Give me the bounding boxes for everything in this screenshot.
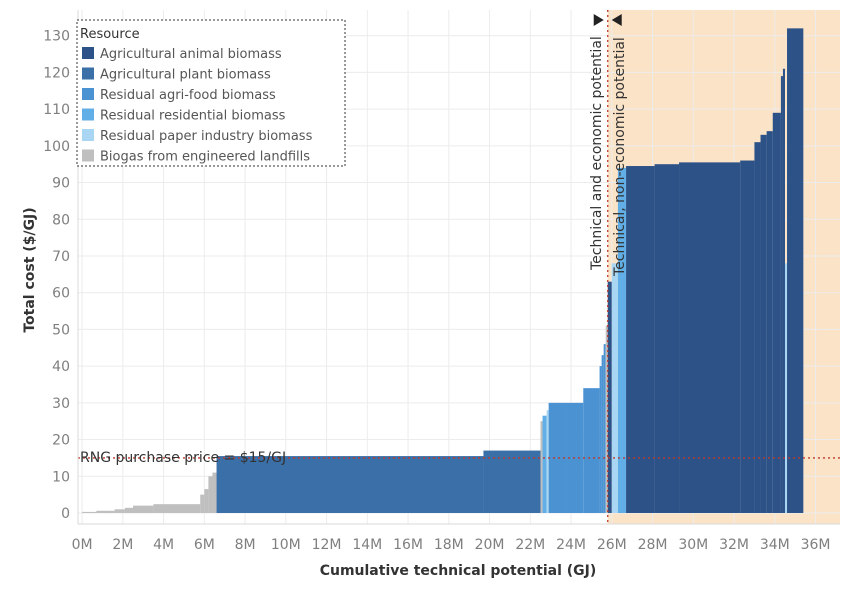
reference-line-layer bbox=[78, 10, 840, 524]
legend-entry-label: Agricultural plant biomass bbox=[100, 68, 271, 83]
cost-bar bbox=[772, 112, 781, 513]
legend-swatch bbox=[82, 149, 94, 162]
x-tick-label: 16M bbox=[393, 537, 423, 553]
cost-bar bbox=[566, 402, 584, 513]
x-tick-label: 26M bbox=[597, 537, 627, 553]
y-tick-label: 40 bbox=[52, 359, 70, 375]
cost-bar bbox=[212, 472, 217, 513]
cost-bar bbox=[200, 494, 205, 513]
cost-bar bbox=[153, 504, 201, 513]
y-tick-label: 30 bbox=[52, 396, 70, 412]
cost-bar bbox=[583, 388, 600, 513]
legend-swatch bbox=[82, 108, 94, 121]
cost-bar bbox=[782, 68, 785, 513]
cost-bar bbox=[548, 402, 567, 513]
cost-bar bbox=[605, 325, 608, 513]
cost-bar bbox=[114, 509, 125, 513]
cost-bar bbox=[740, 160, 755, 513]
legend-swatch bbox=[82, 129, 94, 141]
cost-bar bbox=[546, 410, 549, 513]
x-tick-label: 2M bbox=[112, 537, 133, 553]
y-axis-title: Total cost ($/GJ) bbox=[22, 207, 38, 332]
y-tick-label: 0 bbox=[61, 506, 70, 522]
x-tick-label: 4M bbox=[153, 537, 174, 553]
cost-bar bbox=[760, 134, 767, 513]
legend-swatch bbox=[82, 47, 94, 59]
reference-line-label: RNG purchase price = $15/GJ bbox=[80, 450, 286, 466]
y-tick-label: 50 bbox=[52, 322, 70, 338]
x-tick-label: 8M bbox=[235, 537, 256, 553]
cost-bar bbox=[204, 489, 209, 513]
x-tick-label: 22M bbox=[515, 537, 545, 553]
cost-bar bbox=[780, 76, 783, 513]
x-tick-label: 6M bbox=[194, 537, 215, 553]
legend-box bbox=[76, 19, 346, 167]
cost-bar bbox=[607, 281, 612, 513]
cost-bar bbox=[611, 263, 618, 513]
cost-bar bbox=[679, 162, 741, 513]
y-tick-label: 120 bbox=[43, 65, 70, 81]
x-tick-label: 24M bbox=[556, 537, 586, 553]
x-tick-label: 18M bbox=[434, 537, 464, 553]
y-tick-label: 20 bbox=[52, 433, 70, 449]
cost-bar bbox=[599, 366, 602, 513]
y-tick-label: 60 bbox=[52, 286, 70, 302]
y-tick-label: 10 bbox=[52, 469, 70, 485]
x-tick-label: 34M bbox=[760, 537, 790, 553]
axis-layer: 0M 2M 4M 6M 8M 10M 12M 14M 16M 18M 20M 22M 24M 26M 28M… bbox=[43, 10, 840, 553]
y-tick-label: 100 bbox=[43, 139, 70, 155]
y-tick-label: 70 bbox=[52, 249, 70, 265]
legend-swatch bbox=[82, 67, 94, 80]
legend-entry-label: Agricultural animal biomass bbox=[100, 47, 282, 62]
cost-bar bbox=[540, 421, 543, 513]
right-arrow-icon bbox=[611, 14, 622, 26]
cost-bar bbox=[603, 344, 606, 513]
cost-bar bbox=[96, 510, 115, 513]
legend-title: Resource bbox=[80, 27, 140, 42]
y-tick-label: 90 bbox=[52, 176, 70, 192]
cost-bar bbox=[766, 131, 773, 513]
cost-bar bbox=[601, 355, 604, 513]
cost-bar bbox=[784, 263, 788, 513]
legend-entry-label: Biogas from engineered landfills bbox=[100, 150, 310, 165]
cost-bar bbox=[626, 166, 655, 513]
legend-swatch bbox=[82, 88, 94, 100]
legend-entry-label: Residual paper industry biomass bbox=[100, 129, 313, 144]
x-tick-label: 12M bbox=[312, 537, 342, 553]
left-arrow-icon bbox=[593, 14, 604, 26]
x-tick-label: 20M bbox=[475, 537, 505, 553]
cost-bar bbox=[208, 476, 213, 513]
cost-bar bbox=[787, 28, 804, 513]
x-tick-label: 28M bbox=[638, 537, 668, 553]
cost-bar bbox=[124, 507, 134, 513]
legend-entry-label: Residual agri-food biomass bbox=[100, 88, 276, 103]
non-economic-potential-label: Technical, non-economic potential bbox=[612, 37, 628, 277]
x-tick-label: 0M bbox=[72, 537, 93, 553]
y-tick-label: 80 bbox=[52, 212, 70, 228]
cost-bar bbox=[133, 505, 154, 513]
y-tick-label: 110 bbox=[43, 102, 70, 118]
legend-entry-label: Residual residential biomass bbox=[100, 109, 286, 124]
x-tick-label: 36M bbox=[801, 537, 831, 553]
cost-bar bbox=[82, 511, 97, 513]
cost-bar bbox=[654, 164, 680, 513]
x-axis-title: Cumulative technical potential (GJ) bbox=[320, 563, 597, 579]
economic-potential-label: Technical and economic potential bbox=[589, 36, 605, 271]
cost-bar bbox=[542, 415, 547, 513]
cost-bar bbox=[483, 450, 541, 513]
x-tick-label: 32M bbox=[719, 537, 749, 553]
x-tick-label: 14M bbox=[352, 537, 382, 553]
x-tick-label: 10M bbox=[271, 537, 301, 553]
bar-layer bbox=[82, 28, 804, 513]
cost-bar bbox=[216, 456, 484, 513]
y-tick-label: 130 bbox=[43, 29, 70, 45]
x-tick-label: 30M bbox=[678, 537, 708, 553]
legend: Resource Agricultural animal biomass Agric… bbox=[76, 19, 346, 167]
cost-bar bbox=[754, 142, 761, 513]
cost-bar bbox=[617, 167, 627, 513]
